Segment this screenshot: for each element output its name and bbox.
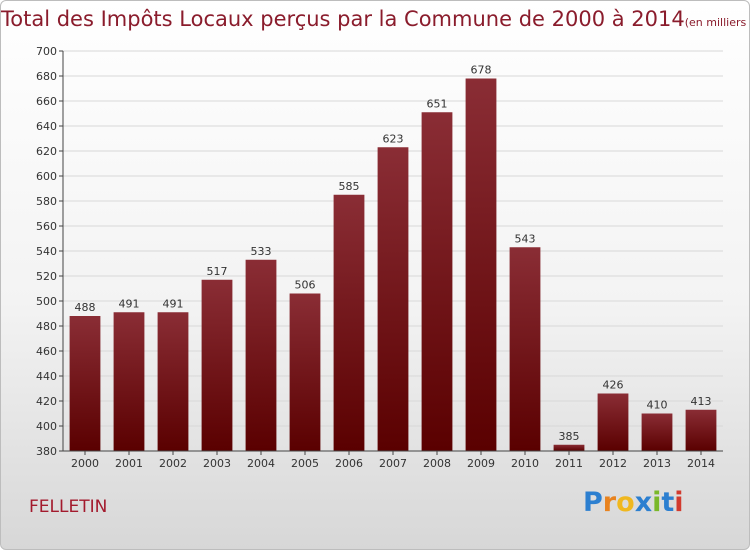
data-label: 491 xyxy=(163,297,184,310)
data-label: 426 xyxy=(603,379,624,392)
y-tick-label: 680 xyxy=(36,70,57,83)
bar xyxy=(289,293,321,451)
x-tick-label: 2005 xyxy=(291,457,319,470)
y-tick-label: 700 xyxy=(36,45,57,58)
data-label: 533 xyxy=(251,245,272,258)
bar xyxy=(201,279,233,451)
y-tick-label: 400 xyxy=(36,420,57,433)
commune-name: FELLETIN xyxy=(29,497,108,517)
y-tick-label: 520 xyxy=(36,270,57,283)
logo-letter: x xyxy=(634,487,653,518)
x-tick-label: 2013 xyxy=(643,457,671,470)
logo-letter: o xyxy=(616,487,635,518)
x-tick-label: 2009 xyxy=(467,457,495,470)
x-tick-label: 2008 xyxy=(423,457,451,470)
data-label: 517 xyxy=(207,265,228,278)
y-tick-label: 620 xyxy=(36,145,57,158)
bar xyxy=(465,78,497,451)
chart-title: Total des Impôts Locaux perçus par la Co… xyxy=(1,7,685,31)
x-tick-label: 2012 xyxy=(599,457,627,470)
data-label: 543 xyxy=(515,232,536,245)
bar xyxy=(113,312,145,451)
x-tick-label: 2014 xyxy=(687,457,715,470)
bar xyxy=(509,247,541,451)
y-tick-label: 460 xyxy=(36,345,57,358)
y-tick-label: 540 xyxy=(36,245,57,258)
logo-letter: P xyxy=(583,487,603,518)
y-tick-label: 640 xyxy=(36,120,57,133)
bar xyxy=(685,409,717,451)
bars: 488 491 491 517 533 506 585 623 651 678 543 385 426 4… xyxy=(69,64,717,451)
bar xyxy=(377,147,409,451)
axes: 380 400 420 440 460 480 500 520 540 560 580 600 620 6… xyxy=(36,45,723,470)
y-tick-label: 500 xyxy=(36,295,57,308)
data-label: 413 xyxy=(691,395,712,408)
bar xyxy=(641,413,673,451)
y-tick-label: 660 xyxy=(36,95,57,108)
logo-letter: i xyxy=(652,487,662,518)
data-label: 678 xyxy=(471,64,492,77)
data-label: 488 xyxy=(75,301,96,314)
x-tick-label: 2003 xyxy=(203,457,231,470)
bar xyxy=(157,312,189,451)
x-tick-label: 2002 xyxy=(159,457,187,470)
data-label: 385 xyxy=(559,430,580,443)
y-tick-label: 380 xyxy=(36,445,57,458)
y-tick-label: 600 xyxy=(36,170,57,183)
logo-letter: i xyxy=(674,487,684,518)
y-tick-label: 580 xyxy=(36,195,57,208)
bar xyxy=(245,259,277,451)
bar xyxy=(597,393,629,451)
y-tick-label: 420 xyxy=(36,395,57,408)
chart-title-line: Total des Impôts Locaux perçus par la Co… xyxy=(1,7,749,31)
y-tick-label: 560 xyxy=(36,220,57,233)
x-tick-label: 2006 xyxy=(335,457,363,470)
bar xyxy=(421,112,453,451)
bar xyxy=(333,194,365,451)
proxiti-logo: Proxiti xyxy=(583,487,684,518)
y-tick-label: 480 xyxy=(36,320,57,333)
chart-title-unit: (en milliers d'€) xyxy=(684,16,749,29)
data-label: 585 xyxy=(339,180,360,193)
bar xyxy=(69,316,101,451)
logo-letter: t xyxy=(661,487,675,518)
logo-letter: r xyxy=(602,487,617,518)
x-tick-label: 2000 xyxy=(71,457,99,470)
x-tick-label: 2011 xyxy=(555,457,583,470)
x-tick-label: 2004 xyxy=(247,457,275,470)
bar xyxy=(553,444,585,451)
x-tick-label: 2007 xyxy=(379,457,407,470)
data-label: 651 xyxy=(427,97,448,110)
y-tick-label: 440 xyxy=(36,370,57,383)
data-label: 410 xyxy=(647,399,668,412)
x-tick-label: 2010 xyxy=(511,457,539,470)
data-label: 623 xyxy=(383,132,404,145)
data-label: 491 xyxy=(119,297,140,310)
data-label: 506 xyxy=(295,279,316,292)
x-tick-label: 2001 xyxy=(115,457,143,470)
